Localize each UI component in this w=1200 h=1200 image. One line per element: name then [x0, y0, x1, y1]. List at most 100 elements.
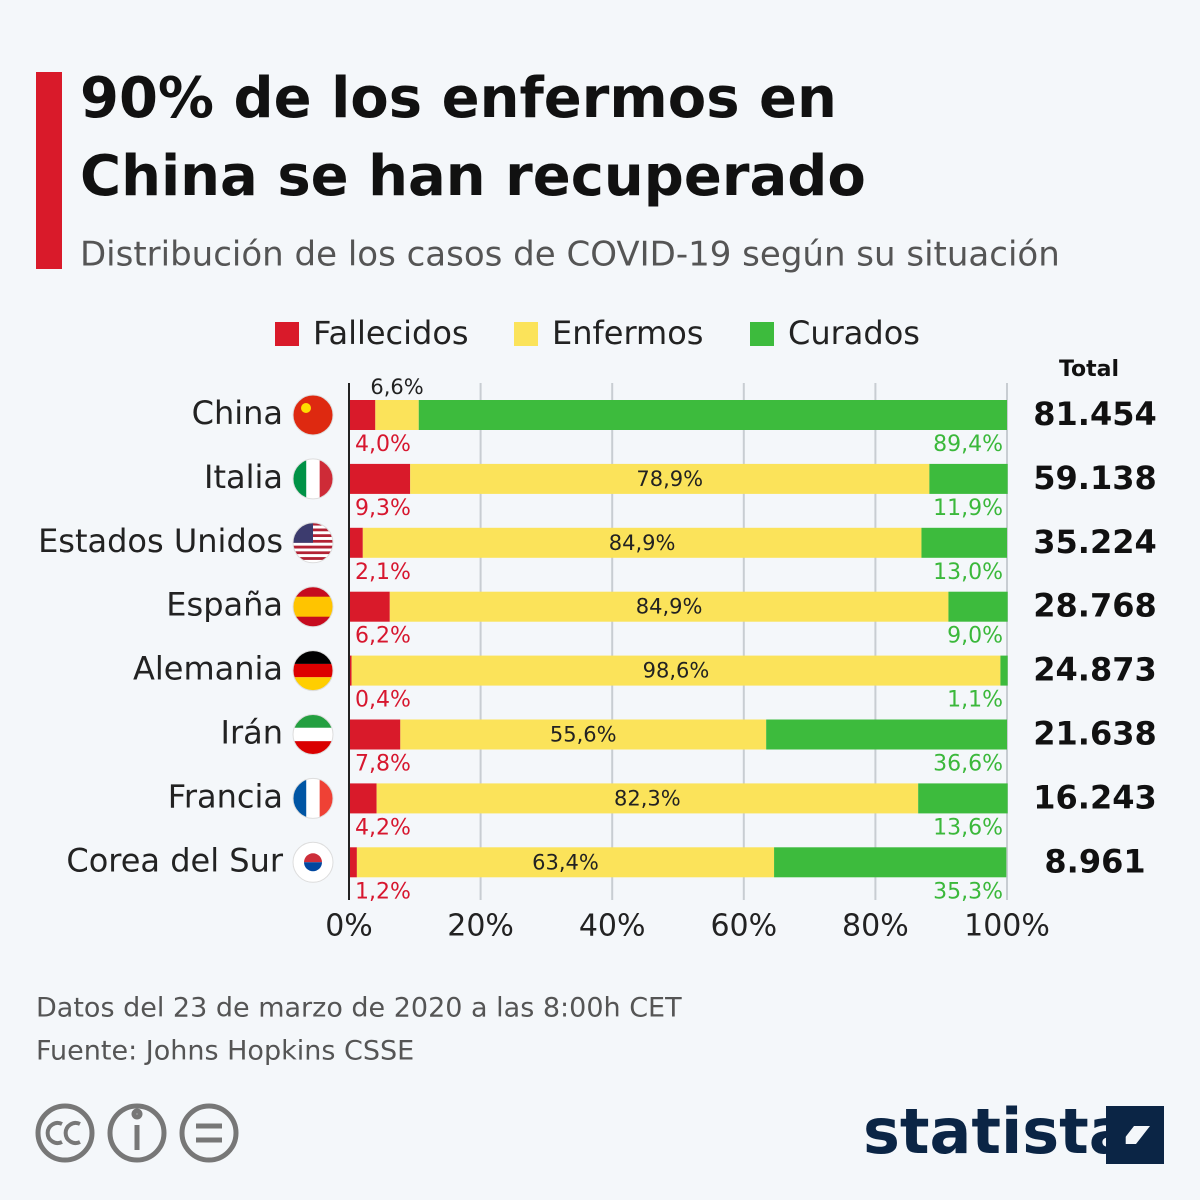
x-tick-label: 80% — [842, 909, 909, 944]
flag-part — [293, 596, 333, 617]
flag-part — [293, 548, 333, 552]
flag-part — [319, 458, 333, 499]
y-tick-label: Italia — [204, 458, 283, 496]
value-label: 9,0% — [947, 624, 1003, 649]
x-tick-label: 60% — [710, 909, 777, 944]
chart-title: 90% de los enfermos en China se han recup… — [80, 66, 866, 209]
flag-border — [292, 586, 334, 628]
bar-segment — [918, 783, 1008, 814]
bar-segment — [349, 591, 390, 622]
flag-border — [292, 777, 334, 819]
flag-part — [293, 554, 333, 558]
total-label: 59.138 — [1033, 459, 1156, 497]
flag-border — [292, 394, 334, 436]
flag-part — [306, 458, 320, 499]
flag-part — [293, 542, 333, 546]
value-label: 98,6% — [643, 659, 710, 683]
x-tick-label: 20% — [447, 909, 514, 944]
flag-part — [293, 458, 307, 499]
value-label: 9,3% — [355, 496, 411, 521]
flag-part — [293, 395, 333, 435]
legend-swatch — [275, 322, 299, 346]
value-label: 7,8% — [355, 752, 411, 777]
bar-segment — [376, 783, 919, 814]
flag-part — [304, 862, 322, 872]
flag-part — [293, 778, 307, 819]
value-label: 36,6% — [933, 752, 1003, 777]
flag-part — [293, 551, 333, 555]
flag-part — [293, 650, 333, 664]
value-label: 84,9% — [636, 595, 703, 619]
totals-header: Total — [1059, 357, 1119, 382]
total-label: 28.768 — [1033, 587, 1156, 625]
bar-segment — [349, 400, 376, 430]
total-label: 35.224 — [1033, 523, 1156, 561]
bar-segment — [362, 527, 922, 558]
value-label: 1,2% — [355, 879, 411, 904]
bar-segment — [948, 591, 1008, 622]
total-label: 21.638 — [1033, 715, 1156, 753]
flag-border — [292, 714, 334, 755]
value-label: 6,2% — [355, 624, 411, 649]
title-accent — [36, 72, 62, 269]
total-label: 24.873 — [1033, 651, 1156, 689]
value-label: 13,0% — [933, 560, 1003, 585]
x-tick-label: 40% — [579, 909, 646, 944]
brand-logo — [1106, 1106, 1164, 1164]
x-tick-label: 0% — [325, 909, 373, 944]
flag — [293, 522, 333, 563]
value-label: 6,6% — [370, 375, 423, 399]
bar-segment — [774, 847, 1007, 878]
bar-segment — [349, 463, 411, 494]
bar-segment — [349, 527, 363, 558]
value-label: 84,9% — [609, 531, 676, 555]
flag-part — [301, 403, 311, 413]
source: Fuente: Johns Hopkins CSSE — [36, 1036, 414, 1067]
bar-segment — [418, 400, 1007, 430]
flag-part — [293, 545, 333, 549]
flag-part — [293, 663, 333, 678]
flag — [293, 458, 333, 499]
value-label: 4,2% — [355, 815, 411, 840]
bar-segment — [766, 719, 1007, 750]
value-label: 55,6% — [550, 723, 617, 747]
legend-swatch — [750, 322, 774, 346]
flag — [293, 586, 333, 627]
bar-segment — [356, 847, 775, 878]
y-tick-label: España — [166, 586, 283, 624]
flag-part — [293, 557, 333, 560]
flag-part — [293, 741, 333, 755]
bar-segment — [400, 719, 767, 750]
y-tick-label: China — [192, 394, 283, 432]
bar-segment — [929, 463, 1008, 494]
flag — [293, 714, 333, 755]
value-label: 1,1% — [947, 688, 1003, 713]
value-label: 89,4% — [933, 432, 1003, 457]
bar-segment — [410, 463, 930, 494]
flag-part — [293, 677, 333, 691]
value-label: 63,4% — [532, 850, 599, 874]
flag — [293, 842, 333, 883]
value-label: 82,3% — [614, 786, 681, 810]
flag-border — [292, 650, 334, 692]
flag-border — [292, 522, 334, 564]
y-tick-label: Corea del Sur — [66, 841, 284, 879]
bar-segment — [921, 527, 1007, 558]
bar-segment — [375, 400, 419, 430]
legend-label: Curados — [788, 314, 920, 352]
flag-part — [319, 778, 333, 819]
legend-label: Enfermos — [552, 314, 703, 352]
value-label: 11,9% — [933, 496, 1003, 521]
value-label: 35,3% — [933, 879, 1003, 904]
bar-segment — [349, 719, 401, 750]
bar-segment — [349, 783, 377, 814]
x-tick-label: 100% — [964, 909, 1050, 944]
flag-border — [292, 458, 334, 500]
flag — [293, 395, 333, 435]
bar-segment — [351, 655, 1001, 686]
flag-border — [292, 841, 334, 883]
value-label: 0,4% — [355, 688, 411, 713]
bar-segment — [389, 591, 949, 622]
note: Datos del 23 de marzo de 2020 a las 8:00… — [36, 993, 682, 1024]
brand: statista — [863, 1095, 1131, 1168]
